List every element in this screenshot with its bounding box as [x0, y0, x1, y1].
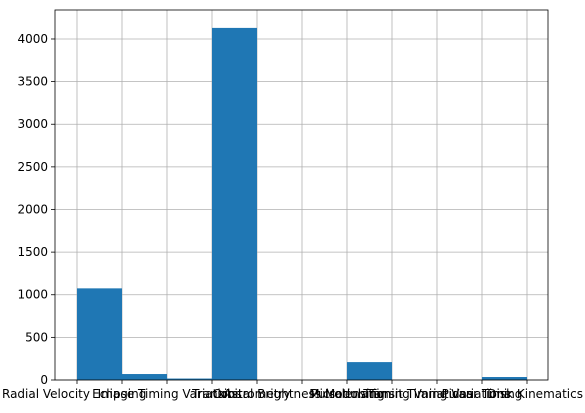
- plot-frame: [54, 9, 549, 381]
- y-tick-label: 0: [40, 373, 48, 387]
- y-tick-label: 500: [25, 330, 48, 344]
- y-tick-label: 2000: [17, 202, 48, 216]
- bar: [347, 362, 392, 380]
- x-tick-label: Pulsation Timing Variations: [311, 387, 473, 401]
- y-axis: 0 500 1000 1500 2000 2500 3000 3500 4000: [17, 32, 55, 387]
- x-tick-label: Radial Velocity: [2, 387, 90, 401]
- x-tick-label: Imaging: [98, 387, 147, 401]
- y-tick-label: 1000: [17, 288, 48, 302]
- y-tick-label: 4000: [17, 32, 48, 46]
- x-tick-label: Transit Timing Variations: [362, 387, 510, 401]
- y-tick-label: 3000: [17, 117, 48, 131]
- x-tick-label: Eclipse Timing Variations: [92, 387, 242, 401]
- x-tick-label: Pulsar Timing: [442, 387, 523, 401]
- bar: [167, 378, 212, 380]
- bar: [482, 377, 527, 380]
- x-tick-label: Transit: [191, 387, 232, 401]
- bar: [77, 288, 122, 380]
- x-tick-label: Orbital Brightness Modulation: [213, 387, 392, 401]
- x-tick-label: Astrometry: [224, 387, 291, 401]
- y-tick-label: 2500: [17, 160, 48, 174]
- x-tick-label: Disk Kinematics: [487, 387, 583, 401]
- bars: [77, 27, 527, 380]
- bar: [122, 374, 167, 380]
- x-tick-label: Microlensing: [309, 387, 384, 401]
- bar: [212, 27, 257, 380]
- y-tick-label: 3500: [17, 75, 48, 89]
- y-tick-label: 1500: [17, 245, 48, 259]
